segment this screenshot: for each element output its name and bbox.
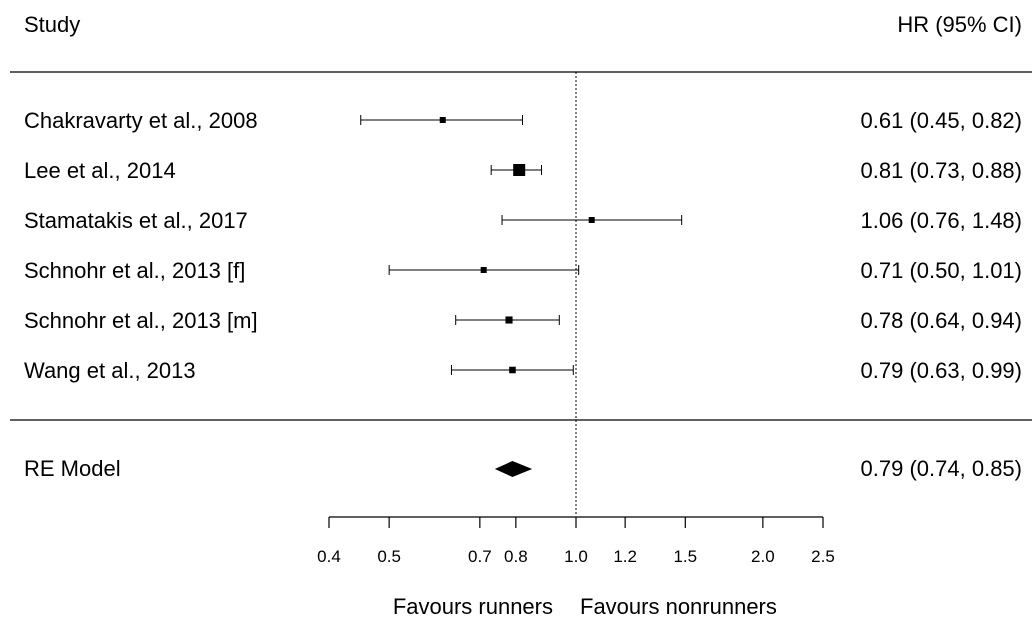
study-row: Chakravarty et al., 2008 0.61 (0.45, 0.82…	[24, 108, 1022, 133]
point-estimate-square	[509, 366, 516, 374]
study-row: Schnohr et al., 2013 [f] 0.71 (0.50, 1.01…	[24, 258, 1022, 283]
study-ci-text: 0.71 (0.50, 1.01)	[861, 258, 1022, 283]
study-label: Stamatakis et al., 2017	[24, 208, 248, 233]
x-tick-label: 1.5	[673, 547, 697, 566]
study-ci-text: 0.61 (0.45, 0.82)	[861, 108, 1022, 133]
x-tick-label: 0.8	[504, 547, 528, 566]
study-column-header: Study	[24, 12, 80, 37]
study-label: Schnohr et al., 2013 [m]	[24, 308, 258, 333]
x-tick-label: 0.7	[468, 547, 492, 566]
study-row: Lee et al., 2014 0.81 (0.73, 0.88)	[24, 158, 1022, 183]
x-tick-label: 1.0	[564, 547, 588, 566]
study-ci-text: 1.06 (0.76, 1.48)	[861, 208, 1022, 233]
x-tick-label: 0.4	[317, 547, 341, 566]
study-label: Lee et al., 2014	[24, 158, 176, 183]
summary-row: RE Model 0.79 (0.74, 0.85)	[24, 456, 1022, 481]
summary-diamond	[494, 461, 533, 477]
x-axis: 0.4 0.5 0.7 0.8 1.0 1.2 1.5 2.0 2.5	[317, 516, 835, 566]
favours-right-label: Favours nonrunners	[580, 594, 777, 619]
point-estimate-square	[513, 164, 526, 176]
x-tick-label: 1.2	[613, 547, 637, 566]
x-tick-label: 2.5	[811, 547, 835, 566]
study-ci-text: 0.81 (0.73, 0.88)	[861, 158, 1022, 183]
estimate-column-header: HR (95% CI)	[897, 12, 1022, 37]
x-tick-label: 0.5	[377, 547, 401, 566]
study-label: Wang et al., 2013	[24, 358, 196, 383]
study-rows: Chakravarty et al., 2008 0.61 (0.45, 0.82…	[24, 108, 1022, 383]
study-row: Stamatakis et al., 2017 1.06 (0.76, 1.48)	[24, 208, 1022, 233]
study-ci-text: 0.79 (0.63, 0.99)	[861, 358, 1022, 383]
x-tick-label: 2.0	[751, 547, 775, 566]
study-row: Wang et al., 2013 0.79 (0.63, 0.99)	[24, 358, 1022, 383]
study-label: Schnohr et al., 2013 [f]	[24, 258, 245, 283]
point-estimate-square	[588, 217, 595, 223]
study-ci-text: 0.78 (0.64, 0.94)	[861, 308, 1022, 333]
favours-left-label: Favours runners	[393, 594, 553, 619]
study-row: Schnohr et al., 2013 [m] 0.78 (0.64, 0.94…	[24, 308, 1022, 333]
point-estimate-square	[439, 117, 446, 123]
point-estimate-square	[480, 267, 487, 273]
summary-ci-text: 0.79 (0.74, 0.85)	[861, 456, 1022, 481]
summary-label: RE Model	[24, 456, 121, 481]
point-estimate-square	[505, 316, 513, 324]
study-label: Chakravarty et al., 2008	[24, 108, 258, 133]
